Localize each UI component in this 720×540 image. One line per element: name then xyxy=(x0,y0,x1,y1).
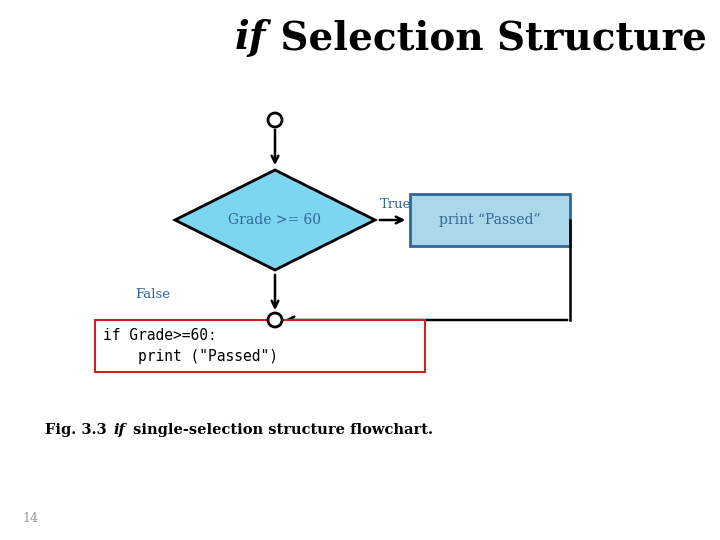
Circle shape xyxy=(268,313,282,327)
Bar xyxy=(410,194,570,246)
Text: print “Passed”: print “Passed” xyxy=(439,213,541,227)
Text: 14: 14 xyxy=(22,511,38,524)
Text: if: if xyxy=(235,19,266,57)
Text: if Grade>=60:: if Grade>=60: xyxy=(103,328,217,343)
Text: Selection Structure: Selection Structure xyxy=(267,19,707,57)
Text: Fig. 3.3: Fig. 3.3 xyxy=(45,423,122,437)
Bar xyxy=(95,320,425,372)
Text: True: True xyxy=(380,198,411,211)
Polygon shape xyxy=(175,170,375,270)
Text: print ("Passed"): print ("Passed") xyxy=(103,348,278,363)
Text: if: if xyxy=(113,423,125,437)
Text: False: False xyxy=(135,288,170,301)
Circle shape xyxy=(268,113,282,127)
Text: single-selection structure flowchart.: single-selection structure flowchart. xyxy=(128,423,433,437)
Text: Grade >= 60: Grade >= 60 xyxy=(228,213,322,227)
